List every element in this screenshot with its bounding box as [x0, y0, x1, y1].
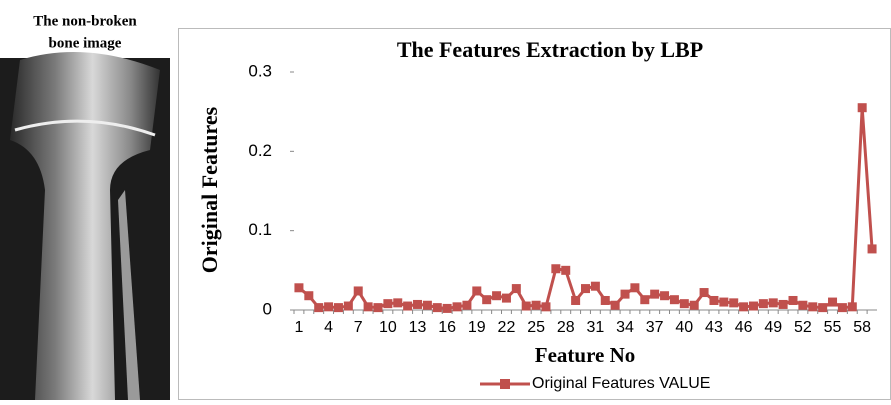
- point-marker: [363, 302, 373, 312]
- x-tick-label: 10: [379, 319, 397, 336]
- point-marker: [739, 302, 749, 312]
- point-marker: [689, 300, 699, 310]
- legend-marker: [500, 379, 510, 389]
- x-tick-label: 52: [794, 319, 812, 336]
- x-tick-label: 1: [294, 319, 303, 336]
- legend-label: Original Features VALUE: [532, 375, 710, 392]
- y-tick-label: 0.3: [248, 61, 272, 80]
- xray-image: [0, 52, 170, 400]
- point-marker: [353, 286, 363, 296]
- chart-title: The Features Extraction by LBP: [397, 37, 703, 62]
- point-marker: [679, 299, 689, 309]
- x-tick-label: 46: [735, 319, 753, 336]
- point-marker: [383, 299, 393, 309]
- point-marker: [818, 303, 828, 313]
- point-marker: [768, 298, 778, 308]
- point-marker: [314, 303, 324, 313]
- chart-frame: [178, 28, 891, 400]
- point-marker: [561, 265, 571, 275]
- point-marker: [610, 300, 620, 310]
- point-marker: [699, 288, 709, 298]
- point-marker: [403, 301, 413, 311]
- point-marker: [324, 302, 334, 312]
- point-marker: [857, 103, 867, 113]
- point-marker: [660, 291, 670, 301]
- point-marker: [343, 301, 353, 311]
- point-marker: [511, 284, 521, 294]
- point-marker: [828, 297, 838, 307]
- point-marker: [521, 301, 531, 311]
- x-tick-label: 58: [853, 319, 871, 336]
- point-marker: [798, 300, 808, 310]
- point-marker: [778, 299, 788, 309]
- x-tick-label: 49: [764, 319, 782, 336]
- point-marker: [422, 300, 432, 310]
- point-marker: [650, 289, 660, 299]
- point-marker: [847, 302, 857, 312]
- point-marker: [333, 303, 343, 313]
- y-tick-label: 0.1: [248, 220, 272, 239]
- x-tick-label: 16: [438, 319, 456, 336]
- point-marker: [571, 295, 581, 305]
- point-marker: [452, 302, 462, 312]
- y-tick-label: 0: [263, 299, 272, 318]
- point-marker: [442, 303, 452, 313]
- x-tick-label: 22: [498, 319, 516, 336]
- y-axis-label: Original Features: [197, 106, 222, 273]
- point-marker: [758, 299, 768, 309]
- point-marker: [620, 289, 630, 299]
- y-tick-label: 0.2: [248, 141, 272, 160]
- point-marker: [551, 264, 561, 274]
- point-marker: [709, 295, 719, 305]
- point-marker: [482, 295, 492, 305]
- x-tick-label: 4: [324, 319, 333, 336]
- point-marker: [501, 293, 511, 303]
- point-marker: [294, 283, 304, 293]
- point-marker: [531, 300, 541, 310]
- point-marker: [669, 295, 679, 305]
- point-marker: [541, 302, 551, 312]
- x-tick-label: 7: [354, 319, 363, 336]
- point-marker: [413, 299, 423, 309]
- point-marker: [462, 300, 472, 310]
- point-marker: [788, 295, 798, 305]
- point-marker: [640, 295, 650, 305]
- point-marker: [808, 302, 818, 312]
- point-marker: [304, 291, 314, 301]
- x-tick-label: 43: [705, 319, 723, 336]
- caption-line: bone image: [49, 35, 122, 51]
- point-marker: [373, 303, 383, 313]
- point-marker: [492, 291, 502, 301]
- point-marker: [837, 303, 847, 313]
- x-tick-label: 28: [557, 319, 575, 336]
- x-tick-label: 37: [646, 319, 664, 336]
- x-tick-label: 25: [527, 319, 545, 336]
- point-marker: [867, 244, 877, 254]
- point-marker: [472, 286, 482, 296]
- point-marker: [600, 295, 610, 305]
- point-marker: [393, 298, 403, 308]
- point-marker: [581, 284, 590, 294]
- point-marker: [432, 303, 442, 313]
- point-marker: [748, 301, 758, 311]
- point-marker: [719, 297, 729, 307]
- x-tick-label: 13: [409, 319, 427, 336]
- x-axis-label: Feature No: [535, 343, 636, 367]
- point-marker: [729, 298, 739, 308]
- x-tick-label: 19: [468, 319, 486, 336]
- x-tick-label: 34: [616, 319, 634, 336]
- x-tick-label: 31: [586, 319, 604, 336]
- x-tick-label: 55: [824, 319, 842, 336]
- point-marker: [630, 283, 640, 293]
- x-tick-label: 40: [675, 319, 693, 336]
- point-marker: [590, 281, 600, 291]
- caption-line: The non-broken: [33, 13, 137, 29]
